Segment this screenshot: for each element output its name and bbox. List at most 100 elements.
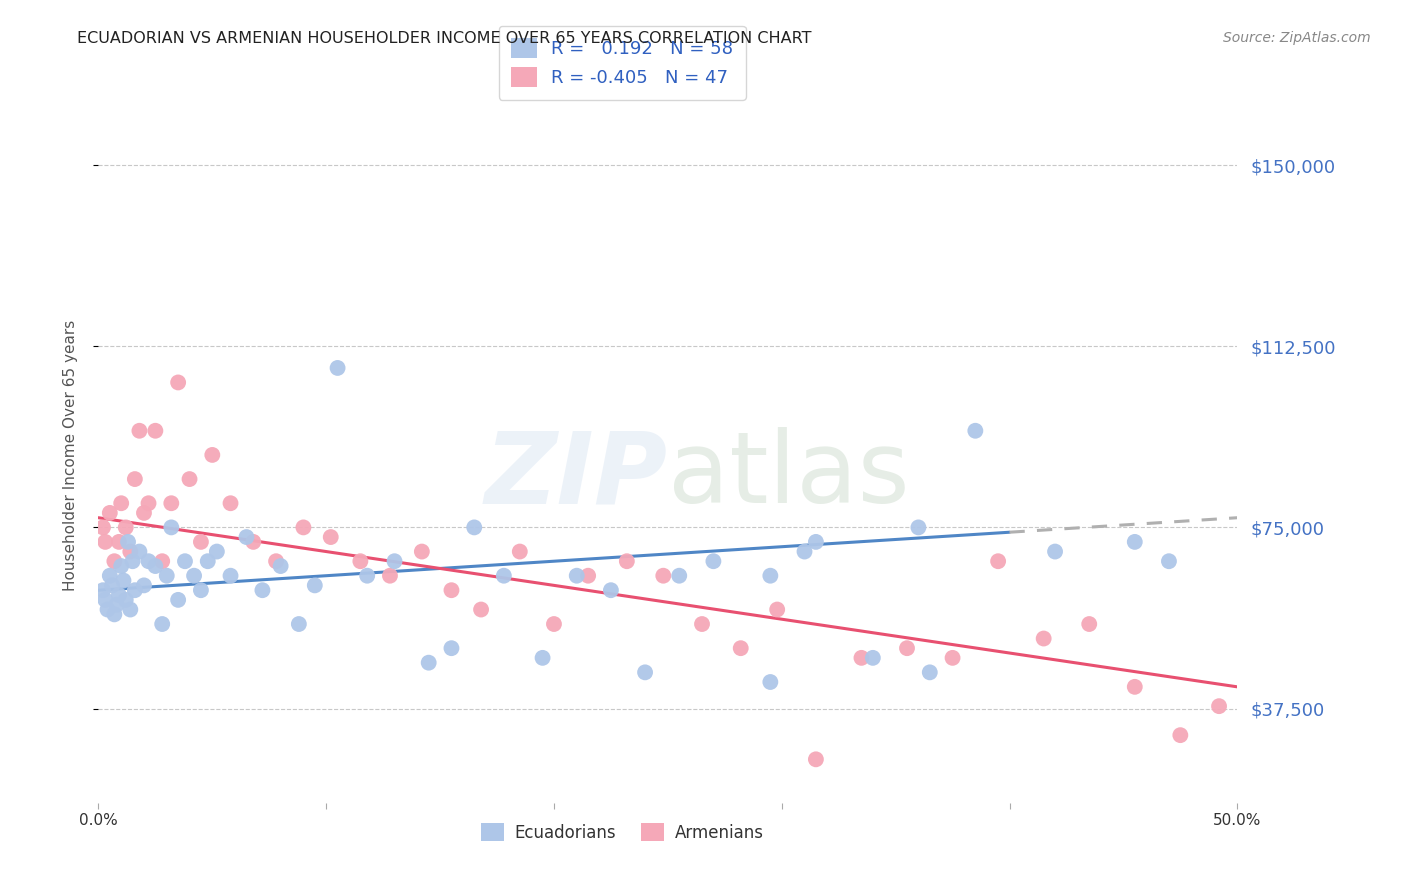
- Point: [565, 568, 588, 582]
- Point: [108, 588, 131, 602]
- Point: [219, 568, 242, 582]
- Point: [326, 361, 349, 376]
- Point: [160, 496, 183, 510]
- Point: [270, 559, 292, 574]
- Point: [124, 472, 146, 486]
- Point: [114, 592, 136, 607]
- Point: [183, 568, 205, 582]
- Point: [987, 554, 1010, 568]
- Point: [156, 568, 179, 582]
- Point: [702, 554, 724, 568]
- Point: [124, 583, 146, 598]
- Point: [1170, 728, 1192, 742]
- Legend: Ecuadorians, Armenians: Ecuadorians, Armenians: [472, 814, 772, 850]
- Point: [1032, 632, 1054, 646]
- Point: [1123, 680, 1146, 694]
- Point: [759, 675, 782, 690]
- Point: [378, 568, 401, 582]
- Point: [652, 568, 675, 582]
- Point: [132, 578, 155, 592]
- Point: [128, 544, 150, 558]
- Point: [862, 651, 884, 665]
- Point: [668, 568, 690, 582]
- Point: [94, 592, 117, 607]
- Point: [108, 534, 131, 549]
- Point: [150, 617, 173, 632]
- Point: [576, 568, 599, 582]
- Point: [918, 665, 941, 680]
- Text: ECUADORIAN VS ARMENIAN HOUSEHOLDER INCOME OVER 65 YEARS CORRELATION CHART: ECUADORIAN VS ARMENIAN HOUSEHOLDER INCOM…: [77, 31, 811, 46]
- Point: [117, 534, 139, 549]
- Point: [965, 424, 987, 438]
- Point: [616, 554, 638, 568]
- Point: [91, 583, 114, 598]
- Point: [470, 602, 492, 616]
- Point: [101, 578, 124, 592]
- Point: [91, 520, 114, 534]
- Point: [150, 554, 173, 568]
- Point: [105, 598, 128, 612]
- Point: [145, 559, 167, 574]
- Point: [138, 496, 160, 510]
- Point: [766, 602, 789, 616]
- Point: [356, 568, 378, 582]
- Point: [110, 559, 132, 574]
- Point: [804, 752, 827, 766]
- Point: [384, 554, 406, 568]
- Point: [252, 583, 274, 598]
- Point: [634, 665, 657, 680]
- Point: [942, 651, 965, 665]
- Point: [174, 554, 197, 568]
- Point: [197, 554, 219, 568]
- Point: [167, 376, 190, 390]
- Point: [1157, 554, 1180, 568]
- Point: [804, 534, 827, 549]
- Point: [600, 583, 623, 598]
- Point: [98, 568, 121, 582]
- Point: [219, 496, 242, 510]
- Point: [690, 617, 713, 632]
- Point: [205, 544, 228, 558]
- Point: [304, 578, 326, 592]
- Point: [167, 592, 190, 607]
- Point: [112, 574, 135, 588]
- Point: [98, 506, 121, 520]
- Text: atlas: atlas: [668, 427, 910, 524]
- Point: [103, 607, 125, 622]
- Point: [531, 651, 554, 665]
- Point: [730, 641, 752, 656]
- Point: [145, 424, 167, 438]
- Y-axis label: Householder Income Over 65 years: Householder Income Over 65 years: [63, 319, 77, 591]
- Point: [235, 530, 257, 544]
- Point: [896, 641, 918, 656]
- Point: [96, 602, 118, 616]
- Point: [793, 544, 815, 558]
- Point: [1208, 699, 1230, 714]
- Point: [120, 602, 142, 616]
- Point: [160, 520, 183, 534]
- Point: [851, 651, 873, 665]
- Text: Source: ZipAtlas.com: Source: ZipAtlas.com: [1223, 31, 1371, 45]
- Point: [440, 641, 463, 656]
- Point: [349, 554, 371, 568]
- Point: [543, 617, 565, 632]
- Point: [440, 583, 463, 598]
- Point: [242, 534, 264, 549]
- Point: [103, 554, 125, 568]
- Point: [94, 534, 117, 549]
- Text: ZIP: ZIP: [485, 427, 668, 524]
- Point: [492, 568, 515, 582]
- Point: [288, 617, 311, 632]
- Point: [418, 656, 440, 670]
- Point: [179, 472, 201, 486]
- Point: [190, 583, 212, 598]
- Point: [132, 506, 155, 520]
- Point: [509, 544, 531, 558]
- Point: [138, 554, 160, 568]
- Point: [1078, 617, 1101, 632]
- Point: [120, 544, 142, 558]
- Point: [463, 520, 485, 534]
- Point: [121, 554, 143, 568]
- Point: [907, 520, 929, 534]
- Point: [759, 568, 782, 582]
